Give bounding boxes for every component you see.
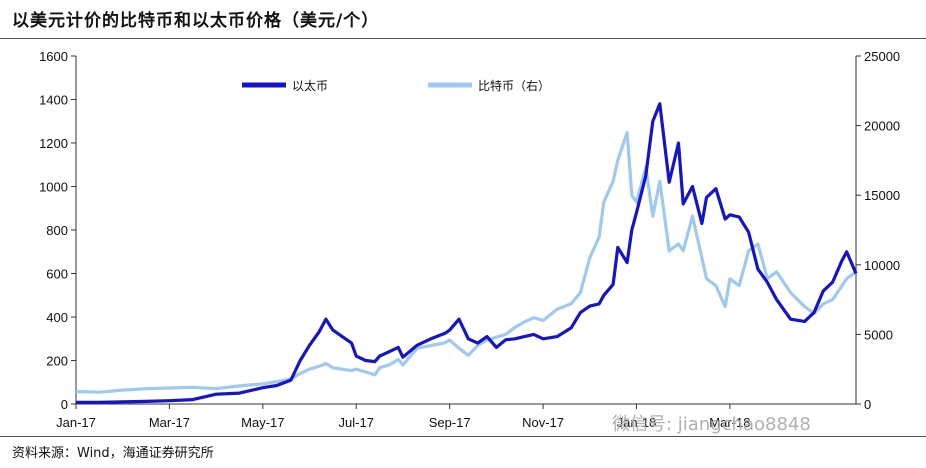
top-rule: [0, 38, 926, 39]
watermark: 微信号: jiangchao8848: [612, 414, 811, 435]
y-left-tick-label: 400: [46, 310, 68, 325]
y-left-tick-label: 1400: [39, 93, 68, 108]
y-right-tick-label: 0: [864, 397, 871, 412]
eth-series-line: [76, 102, 858, 404]
x-tick-label: Sep-17: [429, 415, 471, 430]
x-tick-label: Mar-17: [149, 415, 190, 430]
x-tick-label: Jan-18: [617, 415, 657, 430]
chart-title: 以美元计价的比特币和以太币价格（美元/个）: [12, 11, 380, 31]
source-note: 资料来源：Wind，海通证券研究所: [12, 446, 214, 461]
x-tick-label: Nov-17: [522, 415, 564, 430]
legend-btc-label: 比特币（右）: [478, 78, 550, 93]
bottom-rule: [0, 436, 926, 437]
y-right-tick-label: 5000: [864, 327, 893, 342]
y-left-tick-label: 600: [46, 267, 68, 282]
y-right-tick-label: 20000: [864, 119, 900, 134]
x-tick-label: Mar-18: [709, 415, 750, 430]
y-left-tick-label: 1600: [39, 49, 68, 64]
y-right-tick-label: 15000: [864, 188, 900, 203]
y-right-tick-label: 25000: [864, 49, 900, 64]
y-left-tick-label: 800: [46, 223, 68, 238]
x-tick-label: May-17: [241, 415, 284, 430]
y-left-tick-label: 1000: [39, 180, 68, 195]
legend-eth-label: 以太币: [292, 78, 328, 93]
y-right-tick-label: 10000: [864, 258, 900, 273]
chart-canvas: 0 200 400 600 800 1000 1200 1400 1600 0 5000 10000 1…: [39, 49, 900, 430]
y-left-tick-label: 1200: [39, 136, 68, 151]
y-left-tick-label: 200: [46, 354, 68, 369]
x-tick-label: Jul-17: [339, 415, 374, 430]
btc-series-line: [75, 131, 857, 394]
y-left-tick-label: 0: [61, 397, 68, 412]
x-tick-label: Jan-17: [56, 415, 96, 430]
